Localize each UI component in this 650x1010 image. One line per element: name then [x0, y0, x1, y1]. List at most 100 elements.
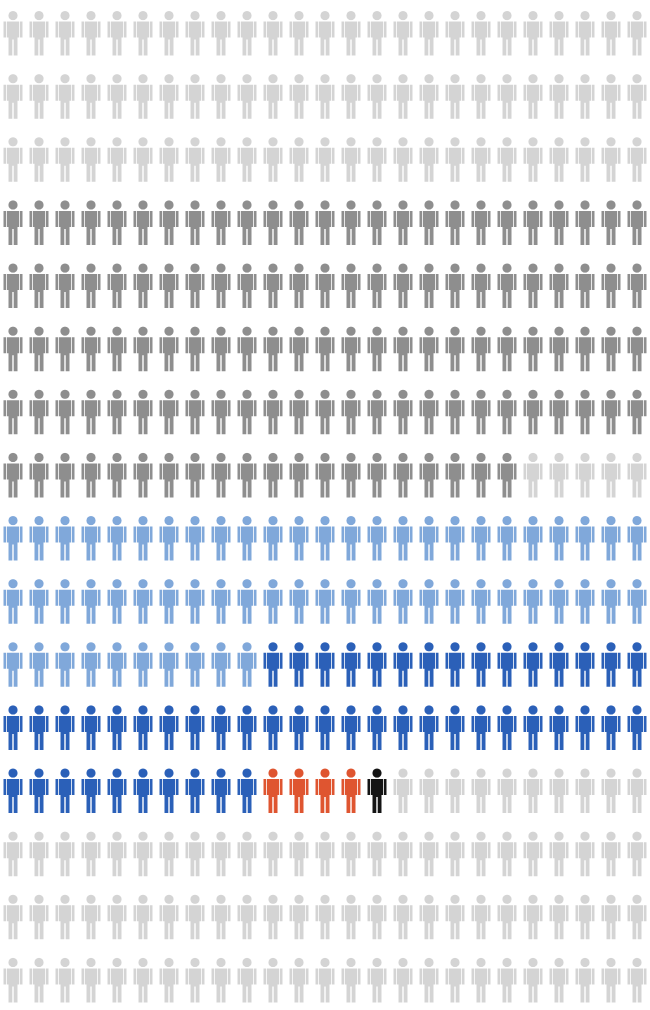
person-head: [424, 10, 434, 21]
person-body: [419, 779, 439, 814]
person-body: [497, 779, 517, 814]
person-icon: [419, 831, 439, 877]
person-head: [86, 768, 96, 778]
person-body: [29, 21, 49, 56]
person-body: [315, 842, 335, 877]
person-body: [107, 842, 127, 877]
person-head: [294, 705, 304, 715]
person-icon: [263, 389, 283, 435]
person-icon: [133, 137, 153, 182]
person-icon: [575, 831, 595, 877]
person-body: [523, 21, 543, 56]
person-body: [367, 400, 387, 435]
person-head: [164, 957, 174, 968]
person-head: [60, 10, 70, 21]
person-body: [3, 21, 23, 56]
person-body: [497, 526, 517, 561]
person-head: [554, 452, 564, 463]
person-head: [528, 768, 538, 778]
person-head: [60, 515, 70, 526]
person-body: [627, 274, 647, 309]
person-icon: [133, 326, 153, 372]
person-head: [632, 452, 642, 463]
person-head: [138, 389, 148, 399]
person-body: [29, 715, 49, 750]
person-head: [242, 137, 252, 147]
person-icon: [263, 705, 283, 750]
person-icon: [55, 137, 75, 182]
person-head: [346, 642, 356, 652]
person-icon: [575, 10, 595, 56]
person-body: [549, 779, 569, 814]
person-icon: [237, 705, 257, 750]
person-icon: [471, 831, 491, 877]
person-body: [185, 84, 205, 119]
person-icon: [263, 894, 283, 940]
person-body: [263, 779, 283, 814]
person-body: [471, 652, 491, 687]
person-body: [575, 905, 595, 940]
person-icon: [341, 894, 361, 940]
person-body: [523, 652, 543, 687]
person-body: [575, 210, 595, 245]
person-icon: [107, 137, 127, 182]
person-icon: [107, 894, 127, 940]
person-head: [216, 389, 226, 399]
person-body: [601, 84, 621, 119]
person-head: [34, 768, 44, 778]
person-body: [159, 842, 179, 877]
person-head: [502, 137, 512, 147]
person-icon: [315, 768, 335, 814]
person-body: [497, 652, 517, 687]
person-body: [341, 842, 361, 877]
person-body: [133, 337, 153, 372]
person-body: [601, 147, 621, 182]
person-head: [346, 894, 356, 904]
person-body: [393, 21, 413, 56]
person-icon: [445, 452, 465, 498]
person-icon: [29, 957, 49, 1003]
person-icon: [627, 263, 647, 309]
person-head: [346, 263, 356, 273]
person-icon: [263, 74, 283, 119]
person-body: [627, 147, 647, 182]
person-body: [55, 210, 75, 245]
person-head: [502, 642, 512, 652]
person-head: [34, 894, 44, 904]
person-icon: [159, 515, 179, 561]
person-head: [320, 768, 330, 778]
person-head: [112, 74, 122, 84]
person-head: [268, 10, 278, 21]
person-head: [398, 200, 408, 210]
person-icon: [601, 452, 621, 498]
person-head: [190, 831, 200, 841]
person-body: [263, 589, 283, 624]
person-body: [55, 463, 75, 498]
person-icon: [211, 452, 231, 498]
person-head: [34, 831, 44, 841]
person-head: [294, 894, 304, 904]
person-head: [424, 452, 434, 463]
person-head: [606, 768, 616, 778]
person-body: [549, 589, 569, 624]
person-icon: [497, 74, 517, 119]
person-head: [554, 326, 564, 336]
person-icon: [3, 831, 23, 877]
person-head: [450, 263, 460, 273]
person-body: [549, 968, 569, 1003]
person-head: [398, 768, 408, 778]
person-body: [159, 147, 179, 182]
person-icon: [185, 515, 205, 561]
person-body: [289, 21, 309, 56]
person-icon: [575, 137, 595, 182]
person-icon: [575, 515, 595, 561]
person-icon: [393, 768, 413, 814]
person-body: [549, 652, 569, 687]
person-icon: [549, 579, 569, 624]
person-head: [632, 515, 642, 526]
person-icon: [3, 768, 23, 814]
person-head: [372, 200, 382, 210]
person-head: [164, 263, 174, 273]
person-body: [393, 84, 413, 119]
person-icon: [29, 137, 49, 182]
